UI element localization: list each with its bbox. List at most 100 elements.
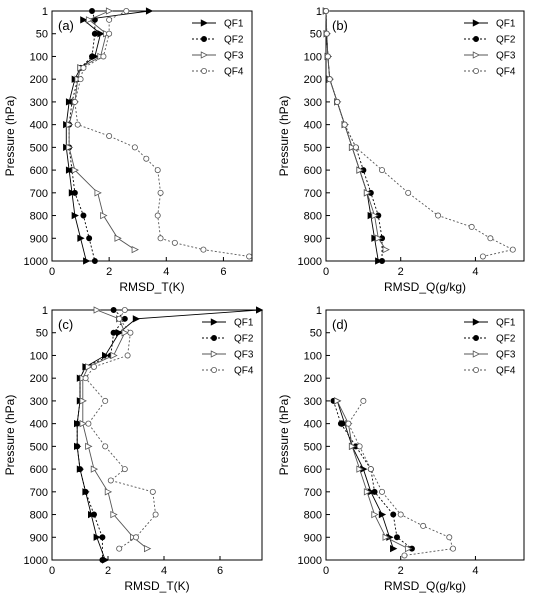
data-point bbox=[246, 253, 253, 260]
data-point bbox=[116, 545, 123, 552]
legend-label: QF3 bbox=[496, 350, 516, 361]
data-point bbox=[121, 329, 129, 337]
data-point bbox=[379, 257, 386, 264]
legend-marker bbox=[472, 36, 479, 43]
y-tick-label: 1 bbox=[316, 305, 322, 317]
y-tick-label: 900 bbox=[304, 532, 322, 544]
data-point bbox=[82, 375, 89, 382]
data-point bbox=[99, 534, 106, 541]
legend-label: QF2 bbox=[496, 334, 516, 345]
data-point bbox=[363, 488, 372, 496]
panel-label: (c) bbox=[58, 317, 73, 332]
y-tick-label: 600 bbox=[304, 165, 322, 177]
series-line bbox=[68, 10, 136, 251]
series-line bbox=[76, 309, 126, 560]
y-tick-label: 800 bbox=[304, 510, 322, 522]
data-point bbox=[104, 488, 113, 496]
data-point bbox=[132, 534, 139, 541]
y-tick-label: 800 bbox=[30, 211, 48, 223]
data-point bbox=[100, 53, 107, 60]
x-tick-label: 0 bbox=[323, 565, 329, 577]
x-tick-label: 6 bbox=[220, 266, 226, 278]
data-point bbox=[127, 329, 134, 336]
data-point bbox=[65, 120, 74, 129]
series-line bbox=[325, 10, 379, 262]
legend-label: QF4 bbox=[496, 366, 516, 377]
y-tick-label: 200 bbox=[304, 373, 322, 385]
y-tick-label: 600 bbox=[30, 165, 48, 177]
x-tick-label: 2 bbox=[398, 266, 404, 278]
plot-frame bbox=[51, 10, 253, 262]
x-axis-title: RMSD_T(K) bbox=[124, 579, 189, 593]
data-point bbox=[102, 443, 109, 450]
series-line bbox=[76, 309, 260, 561]
legend-marker bbox=[210, 366, 217, 373]
series-qf3 bbox=[334, 397, 413, 553]
data-point bbox=[420, 522, 427, 529]
data-point bbox=[97, 30, 105, 38]
legend-marker bbox=[200, 19, 209, 27]
x-tick-label: 6 bbox=[217, 565, 223, 577]
data-point bbox=[154, 212, 161, 219]
y-tick-label: 50 bbox=[36, 328, 48, 340]
legend-label: QF1 bbox=[496, 19, 516, 30]
data-point bbox=[390, 544, 398, 553]
data-point bbox=[85, 442, 93, 451]
data-point bbox=[110, 329, 117, 336]
series-line bbox=[347, 400, 454, 556]
y-tick-label: 300 bbox=[30, 396, 48, 408]
series-qf2 bbox=[66, 7, 98, 264]
data-point bbox=[379, 488, 386, 495]
y-tick-label: 50 bbox=[310, 29, 322, 41]
plot-frame bbox=[51, 309, 263, 561]
data-point bbox=[106, 132, 113, 139]
legend-label: QF4 bbox=[224, 67, 244, 78]
legend-label: QF1 bbox=[234, 318, 254, 329]
series-line bbox=[333, 400, 413, 549]
data-point bbox=[77, 234, 85, 242]
series-qf1 bbox=[74, 306, 264, 564]
series-qf3 bbox=[65, 7, 139, 254]
data-point bbox=[80, 64, 87, 71]
data-point bbox=[80, 212, 87, 219]
legend: QF1 QF2 QF3 QF4 bbox=[192, 19, 244, 78]
data-point bbox=[371, 488, 378, 495]
series-qf4 bbox=[345, 397, 457, 559]
series-qf4 bbox=[82, 306, 159, 552]
data-point bbox=[468, 223, 475, 230]
data-point bbox=[397, 511, 404, 518]
series-qf4 bbox=[71, 7, 253, 260]
data-point bbox=[110, 306, 117, 313]
data-point bbox=[371, 510, 379, 519]
data-point bbox=[121, 466, 128, 473]
data-point bbox=[91, 30, 98, 37]
series-qf4 bbox=[322, 7, 516, 260]
data-point bbox=[375, 234, 383, 242]
y-tick-label: 700 bbox=[304, 487, 322, 499]
data-point bbox=[106, 16, 113, 23]
data-point bbox=[121, 306, 128, 313]
data-point bbox=[131, 144, 138, 151]
data-point bbox=[356, 443, 363, 450]
data-point bbox=[91, 257, 98, 264]
data-point bbox=[356, 465, 364, 473]
legend-marker bbox=[210, 334, 217, 341]
data-point bbox=[157, 189, 164, 196]
x-axis-title: RMSD_T(K) bbox=[119, 280, 184, 294]
data-point bbox=[435, 212, 442, 219]
legend-label: QF3 bbox=[234, 350, 254, 361]
legend-marker bbox=[472, 366, 479, 373]
data-point bbox=[83, 257, 91, 265]
legend-marker bbox=[472, 68, 479, 75]
y-tick-label: 1000 bbox=[298, 555, 322, 567]
legend-label: QF2 bbox=[224, 35, 244, 46]
data-point bbox=[114, 234, 122, 242]
plot-frame bbox=[325, 10, 525, 262]
y-tick-label: 1 bbox=[316, 6, 322, 18]
y-tick-label: 900 bbox=[30, 532, 48, 544]
y-tick-label: 200 bbox=[30, 373, 48, 385]
y-tick-label: 400 bbox=[304, 419, 322, 431]
data-point bbox=[99, 557, 106, 564]
data-point bbox=[102, 397, 109, 404]
y-tick-label: 900 bbox=[30, 233, 48, 245]
